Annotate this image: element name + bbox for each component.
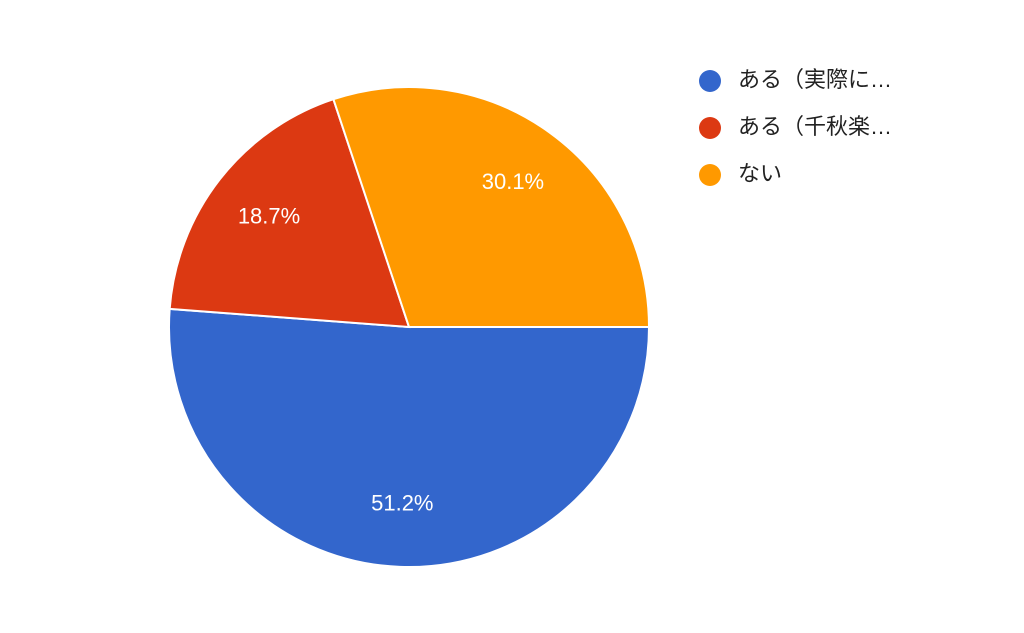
pie-slice: [168, 307, 651, 568]
slice-label: 51.2%: [371, 490, 433, 515]
slice-label: 18.7%: [238, 204, 300, 229]
legend-marker: [699, 117, 721, 139]
legend-label: ない: [738, 161, 782, 186]
pie-slice: [332, 86, 651, 328]
legend-label: ある（千秋楽…: [738, 114, 892, 139]
slice-label: 30.1%: [482, 169, 544, 194]
legend-marker: [699, 164, 721, 186]
pie-slice: [168, 97, 411, 329]
legend-label: ある（実際に…: [738, 67, 892, 92]
legend-marker: [699, 70, 721, 92]
